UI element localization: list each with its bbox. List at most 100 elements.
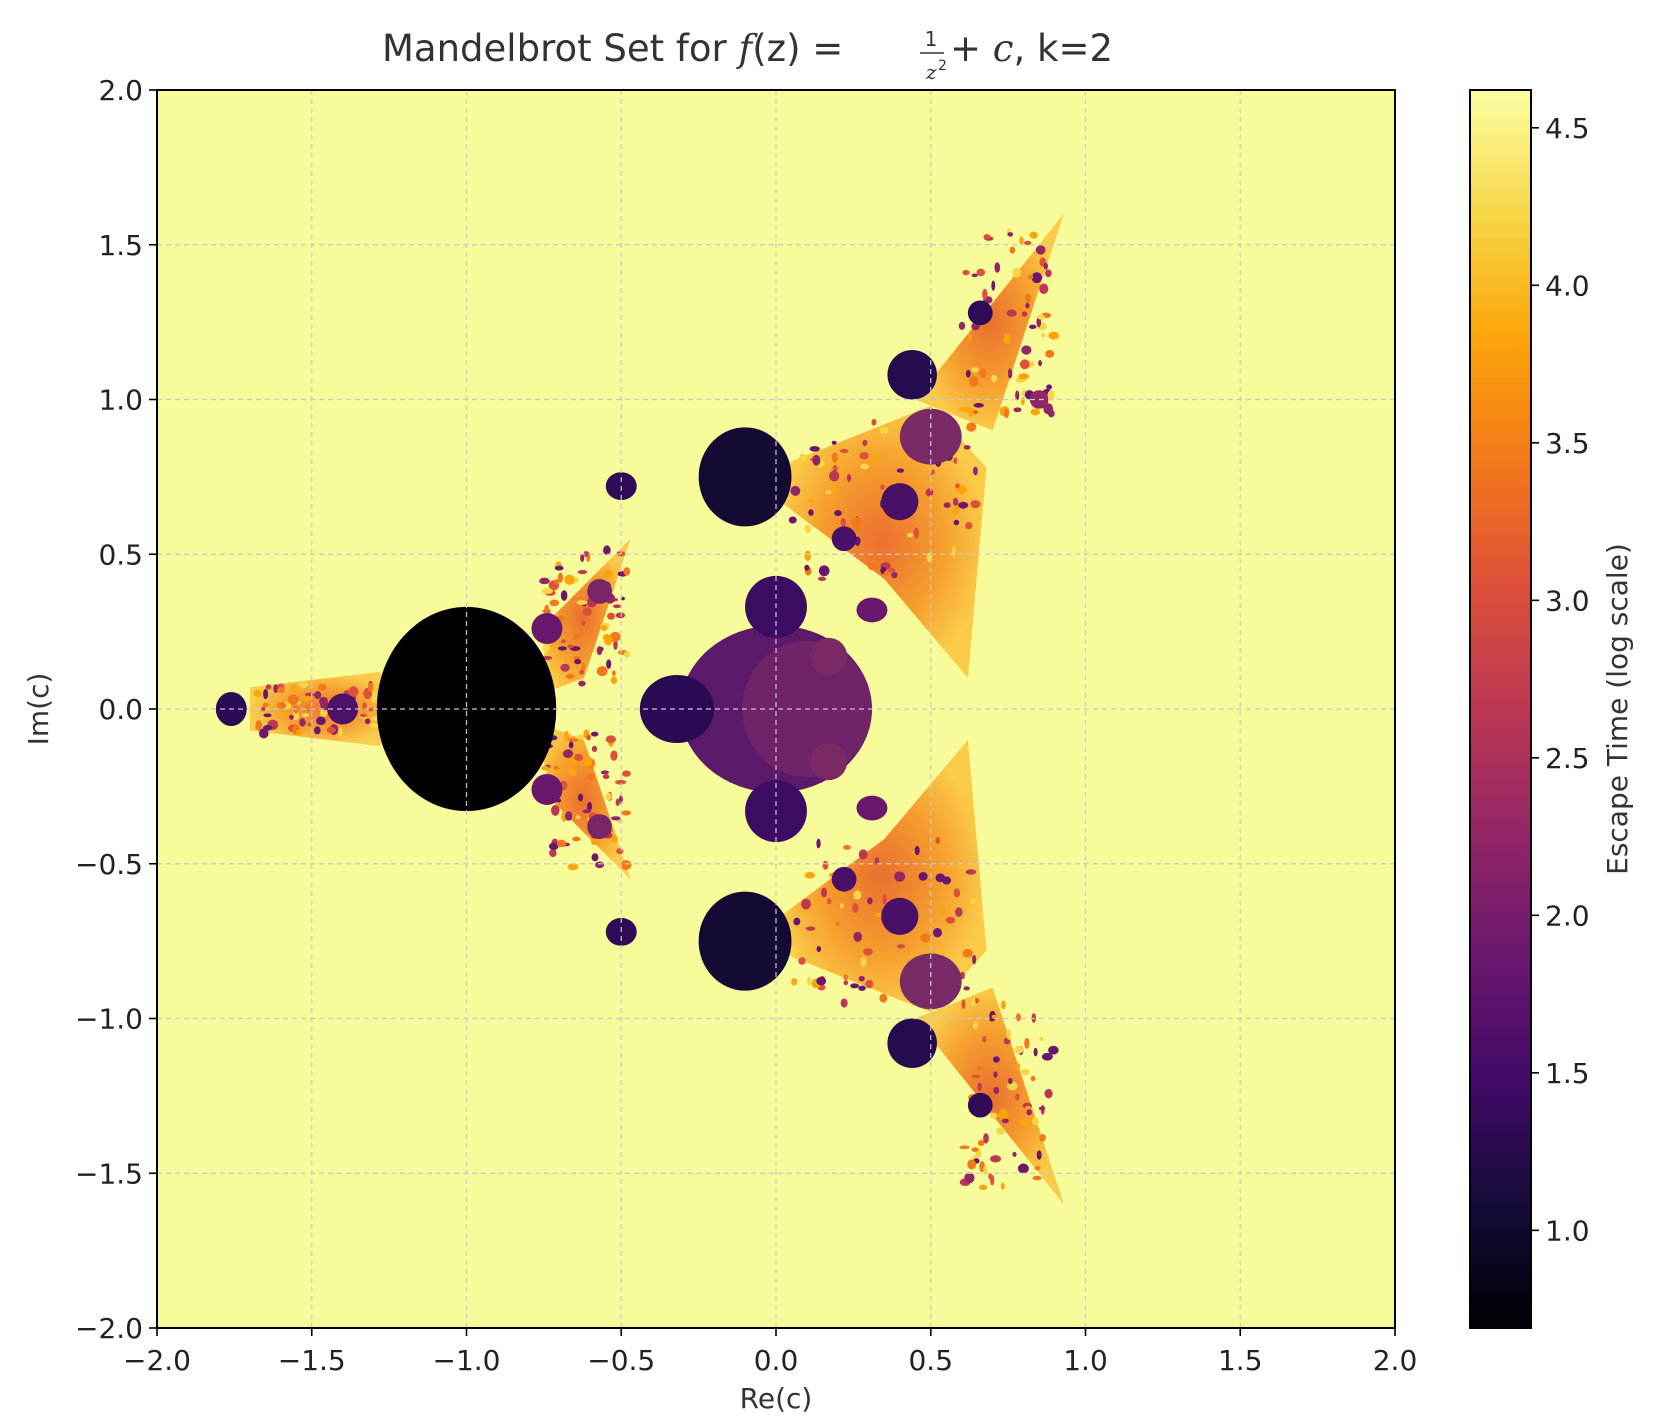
fractal-speck [561,639,566,644]
fractal-speck [983,234,991,240]
fractal-dark-bulb [698,427,792,527]
fractal-speck [818,565,830,577]
fractal-speck [1007,1077,1013,1085]
fractal-speck [1015,1062,1021,1070]
fractal-speck [1032,1175,1042,1181]
fractal-speck [619,794,623,805]
fractal-speck [315,716,326,726]
fractal-bulb [831,526,857,552]
fractal-speck [1000,1182,1005,1190]
fractal-speck [882,894,887,905]
colorbar-tick-label: 4.0 [1545,269,1590,302]
fractal-speck [842,844,852,850]
fractal-speck [568,741,574,749]
fractal-speck [578,793,584,802]
fractal-speck [1009,246,1016,254]
fractal-speck [1014,1093,1020,1101]
fractal-speck [368,682,374,692]
fractal-speck [951,546,956,557]
fractal-speck [370,691,378,703]
fractal-speck [603,569,613,579]
fractal-speck [596,666,608,677]
fractal-speck [858,975,865,982]
fractal-speck [586,734,591,741]
fractal-speck [859,452,869,460]
fractal-speck [982,1036,987,1043]
fractal-speck [955,483,960,489]
y-axis-label: Im(c) [22,673,55,746]
fractal-speck [966,422,977,432]
fractal-speck [867,897,873,905]
fractal-speck [615,612,626,619]
fractal-speck [860,956,867,968]
fractal-speck [964,1172,975,1184]
fractal-speck [364,718,371,725]
fractal-speck [283,709,290,717]
fractal-speck [605,735,616,744]
fractal-speck [557,646,567,651]
y-tick-label: −2.0 [75,1312,143,1345]
fractal-speck [970,500,981,509]
fractal-speck [843,974,849,981]
fractal-speck [1038,1106,1046,1111]
fractal-speck [554,579,559,585]
fractal-speck [314,726,321,735]
fractal-speck [925,488,934,497]
fractal-speck [1020,1118,1028,1127]
fractal-speck [591,745,598,753]
fractal-speck [259,728,269,739]
fractal-speck [1024,1037,1030,1049]
fractal-speck [595,861,605,869]
fractal-bulb [856,795,888,821]
fractal-speck [565,673,575,679]
fractal-bulb [887,349,937,400]
colorbar [1470,90,1531,1328]
fractal-speck [548,842,559,850]
fractal-speck [990,1174,995,1186]
fractal-speck [879,993,888,1003]
fractal-speck [1012,1151,1017,1157]
fractal-speck [301,713,310,718]
fractal-speck [338,727,343,737]
fractal-speck [590,731,599,737]
fractal-speck [851,517,863,528]
fractal-speck [976,1065,983,1071]
y-tick-label: −0.5 [75,848,143,881]
fractal-speck [293,702,299,714]
colorbar-tick-label: 3.5 [1545,427,1590,460]
fractal-speck [976,268,986,277]
fractal-speck [812,454,821,466]
fractal-speck [962,269,970,276]
fractal-speck [1044,1088,1053,1099]
fractal-speck [804,564,810,571]
fractal-speck [568,768,577,777]
fractal-speck [1037,314,1045,320]
fractal-speck [971,1074,980,1079]
fractal-speck [839,903,844,909]
fractal-speck [1026,1109,1032,1116]
fractal-speck [791,977,798,986]
fractal-speck [959,406,970,413]
fractal-speck [605,792,612,801]
fractal-speck [799,453,807,462]
fractal-speck [612,604,621,609]
fractal-speck [953,888,961,898]
fractal-speck [603,635,613,646]
fractal-speck [920,933,931,943]
x-tick-label: 1.0 [1063,1344,1108,1377]
fractal-speck [562,749,574,759]
chart-title: Mandelbrot Set for f(z) = [382,27,843,70]
colorbar-tick-label: 1.0 [1545,1214,1590,1247]
fractal-speck [319,708,328,718]
fractal-speck [943,502,951,508]
fractal-speck [935,873,946,883]
chart-title-tail: + c, k=2 [950,27,1113,70]
colorbar-label: Escape Time (log scale) [1601,543,1634,875]
fractal-speck [1021,345,1032,355]
fractal-speck [579,669,585,675]
fractal-speck [1023,240,1032,246]
fractal-speck [967,333,972,342]
fractal-speck [965,869,977,875]
fractal-speck [586,773,595,781]
